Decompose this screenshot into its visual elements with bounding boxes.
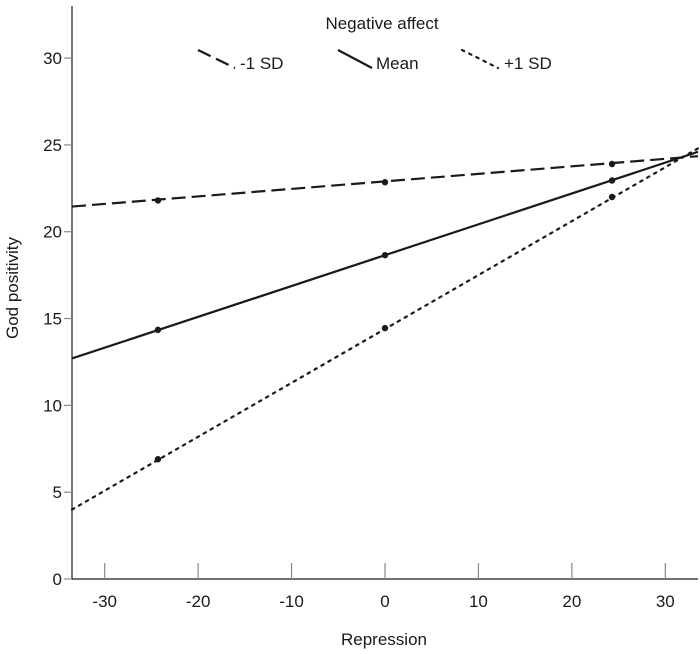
series-mean [71, 150, 699, 360]
x-tick-label: -10 [279, 592, 304, 611]
data-point [154, 455, 162, 463]
x-tick-label: -20 [186, 592, 211, 611]
y-tick-label: 10 [43, 396, 62, 415]
y-tick-label: 20 [43, 223, 62, 242]
x-tick-label: 20 [562, 592, 581, 611]
legend-swatch [197, 49, 236, 69]
legend-label: -1 SD [240, 54, 283, 73]
x-tick-label: 30 [656, 592, 675, 611]
data-point [381, 179, 389, 186]
legend-title: Negative affect [325, 14, 438, 33]
legend-entry: Mean [337, 49, 419, 73]
legend: Negative affect -1 SD Mean +1 SD [197, 14, 552, 73]
data-point [381, 324, 389, 332]
data-point [608, 160, 616, 168]
y-tick-label: 15 [43, 310, 62, 329]
y-tick-label: 25 [43, 136, 62, 155]
data-point [608, 177, 616, 184]
x-tick-label: -30 [92, 592, 117, 611]
legend-label: +1 SD [504, 54, 552, 73]
series-line [71, 155, 699, 208]
series-layer [70, 147, 700, 511]
x-axis-label: Repression [341, 630, 427, 649]
data-point [608, 193, 616, 201]
series-1-sd [70, 147, 700, 511]
data-point [154, 197, 162, 204]
legend-entry: +1 SD [460, 48, 552, 73]
y-axis-label: God positivity [3, 236, 22, 339]
y-tick-label: 5 [53, 483, 62, 502]
y-tick-label: 30 [43, 49, 62, 68]
legend-swatch [337, 49, 373, 69]
data-point [154, 326, 162, 334]
legend-label: Mean [376, 54, 419, 73]
data-point [381, 251, 389, 259]
x-tick-label: 10 [469, 592, 488, 611]
x-tick-label: 0 [380, 592, 389, 611]
legend-swatch [460, 48, 500, 70]
series-1-sd [71, 155, 699, 208]
y-tick-label: 0 [53, 570, 62, 589]
axes: 0 5 10 15 20 25 30 -30 -20 -10 0 10 20 30 [43, 6, 698, 611]
legend-entry: -1 SD [197, 49, 283, 73]
